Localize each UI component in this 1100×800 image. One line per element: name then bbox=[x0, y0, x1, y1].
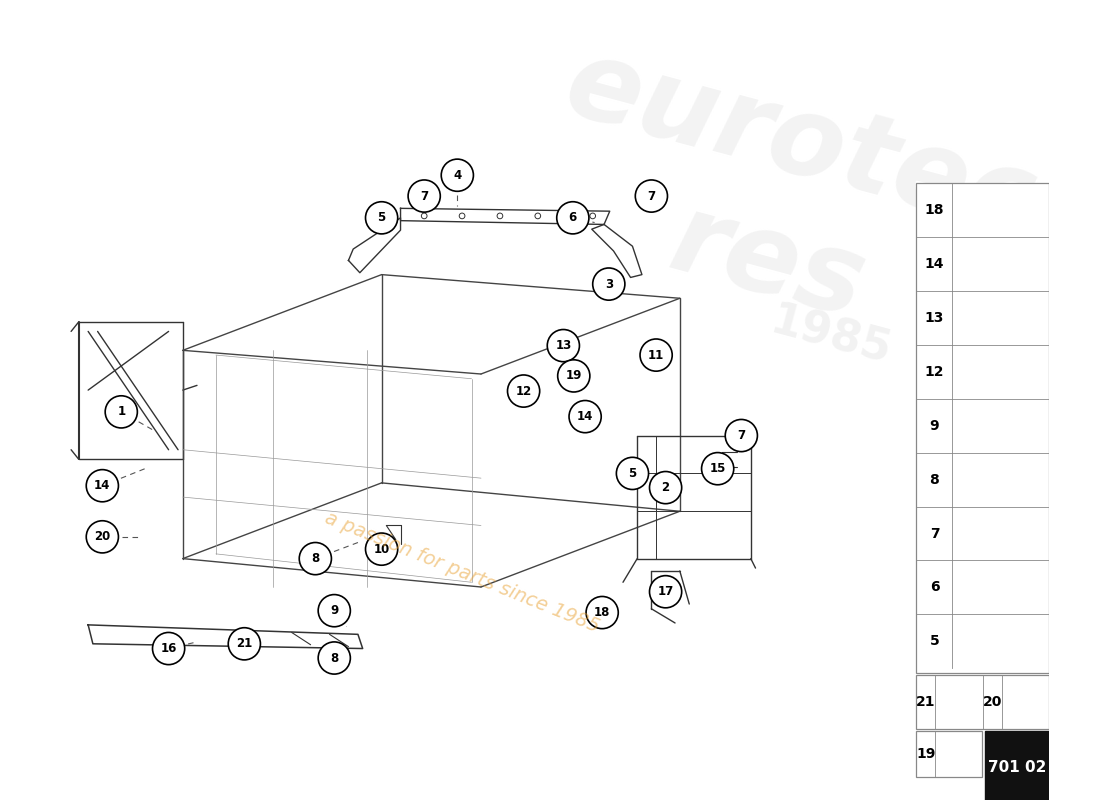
Circle shape bbox=[636, 180, 668, 212]
Text: 6: 6 bbox=[569, 211, 576, 224]
Text: 14: 14 bbox=[925, 257, 944, 270]
Circle shape bbox=[365, 202, 398, 234]
Circle shape bbox=[408, 180, 440, 212]
Circle shape bbox=[725, 419, 758, 452]
Text: 14: 14 bbox=[576, 410, 593, 423]
Text: 12: 12 bbox=[925, 365, 944, 378]
Text: 7: 7 bbox=[647, 190, 656, 202]
Circle shape bbox=[507, 375, 540, 407]
Circle shape bbox=[421, 213, 427, 218]
Circle shape bbox=[593, 268, 625, 300]
Text: 13: 13 bbox=[925, 310, 944, 325]
Circle shape bbox=[318, 642, 351, 674]
Text: 1985: 1985 bbox=[766, 299, 896, 373]
Circle shape bbox=[569, 401, 602, 433]
Circle shape bbox=[299, 542, 331, 574]
Circle shape bbox=[586, 597, 618, 629]
Text: 20: 20 bbox=[95, 530, 110, 543]
Circle shape bbox=[318, 594, 351, 626]
Text: 10: 10 bbox=[374, 542, 389, 556]
Text: eurotec
res: eurotec res bbox=[522, 30, 1046, 377]
Text: 1: 1 bbox=[118, 406, 125, 418]
Circle shape bbox=[649, 576, 682, 608]
Circle shape bbox=[86, 521, 119, 553]
Circle shape bbox=[106, 396, 138, 428]
Text: 6: 6 bbox=[930, 581, 939, 594]
Text: 15: 15 bbox=[710, 462, 726, 475]
Text: 18: 18 bbox=[925, 202, 944, 217]
Text: 8: 8 bbox=[330, 651, 339, 665]
Text: 21: 21 bbox=[916, 695, 936, 709]
Circle shape bbox=[548, 330, 580, 362]
Circle shape bbox=[649, 471, 682, 504]
Text: 5: 5 bbox=[628, 467, 637, 480]
Text: 12: 12 bbox=[516, 385, 531, 398]
Text: 19: 19 bbox=[565, 370, 582, 382]
Text: 8: 8 bbox=[311, 552, 319, 565]
Circle shape bbox=[535, 213, 540, 218]
Text: 7: 7 bbox=[420, 190, 428, 202]
Text: 3: 3 bbox=[605, 278, 613, 290]
Text: 17: 17 bbox=[658, 586, 673, 598]
Text: 21: 21 bbox=[236, 638, 253, 650]
Text: 19: 19 bbox=[916, 747, 936, 761]
Circle shape bbox=[228, 628, 261, 660]
Circle shape bbox=[86, 470, 119, 502]
Circle shape bbox=[497, 213, 503, 218]
Bar bbox=[984, 731, 1049, 800]
Text: 20: 20 bbox=[982, 695, 1002, 709]
Circle shape bbox=[557, 202, 588, 234]
Text: 4: 4 bbox=[453, 169, 462, 182]
Circle shape bbox=[640, 339, 672, 371]
Circle shape bbox=[558, 360, 590, 392]
Text: 18: 18 bbox=[594, 606, 610, 619]
Circle shape bbox=[590, 213, 595, 218]
Bar bbox=[916, 675, 1049, 729]
Circle shape bbox=[459, 213, 465, 218]
Text: 14: 14 bbox=[95, 479, 110, 492]
Text: 16: 16 bbox=[161, 642, 177, 655]
Text: 5: 5 bbox=[377, 211, 386, 224]
Text: 9: 9 bbox=[930, 418, 939, 433]
Circle shape bbox=[365, 533, 398, 566]
Circle shape bbox=[441, 159, 473, 191]
Circle shape bbox=[153, 633, 185, 665]
Text: 7: 7 bbox=[737, 429, 746, 442]
Text: 5: 5 bbox=[930, 634, 939, 649]
Circle shape bbox=[702, 453, 734, 485]
Circle shape bbox=[568, 213, 574, 218]
Text: 2: 2 bbox=[661, 481, 670, 494]
Text: 8: 8 bbox=[930, 473, 939, 486]
Bar bbox=[916, 731, 982, 777]
Text: 11: 11 bbox=[648, 349, 664, 362]
Text: a passion for parts since 1985: a passion for parts since 1985 bbox=[322, 509, 602, 637]
Text: 701 02: 701 02 bbox=[988, 760, 1046, 775]
Bar bbox=[916, 182, 1049, 673]
Text: 9: 9 bbox=[330, 604, 339, 617]
Text: 13: 13 bbox=[556, 339, 572, 352]
Circle shape bbox=[616, 458, 649, 490]
Text: 7: 7 bbox=[930, 526, 939, 541]
